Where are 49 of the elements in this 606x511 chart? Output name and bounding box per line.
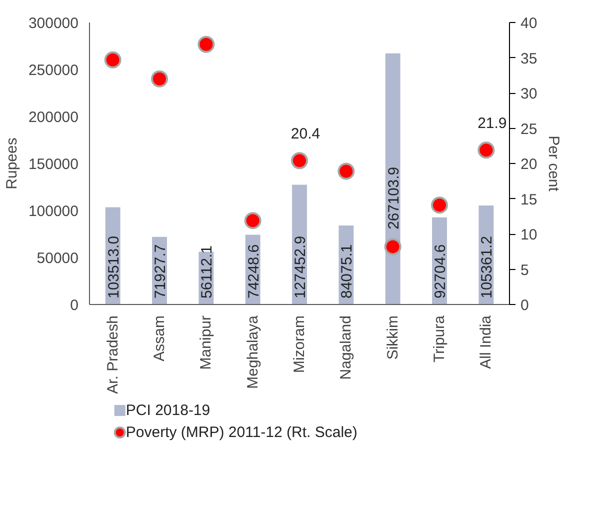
point [104,51,122,68]
data-label: 105361.2 [478,236,496,298]
x-tick-label: Nagaland [338,316,355,380]
y2-tick-label: 15 [520,191,538,208]
data-label: 21.9 [478,115,507,132]
y2-tick-label: 35 [520,50,538,68]
point [384,238,402,256]
y2-tick-label: 40 [520,15,538,32]
data-label: 127452.9 [292,236,309,298]
legend-label: PCI 2018-19 [126,402,210,419]
x-tick-label: Assam [151,316,168,362]
x-tick-label: All India [478,314,495,369]
x-tick-label: Tripura [431,314,448,362]
y-tick-label: 50000 [36,250,79,267]
data-label: 74248.6 [245,244,262,298]
y2-tick-label: 20 [520,156,538,173]
y2-tick-label: 5 [520,262,529,279]
y-tick-label: 150000 [28,156,79,173]
point [198,36,215,53]
y-axis-title: Rupees [3,138,20,190]
data-label: 56112.1 [198,245,216,298]
data-label: 84075.1 [338,244,356,298]
point [338,162,355,180]
data-label: 20.4 [290,126,320,143]
x-tick-label: Sikkim [384,315,402,360]
y2-tick-label: 0 [520,297,529,314]
y-tick-label: 0 [70,297,78,314]
data-label: 103513.0 [105,236,122,298]
y2-axis-title: Per cent [545,136,562,192]
point [291,152,308,170]
data-label: 267103.9 [385,166,402,230]
y-tick-label: 250000 [28,62,79,79]
y-tick-label: 200000 [28,109,79,126]
point [431,196,448,214]
y-tick-label: 300000 [28,15,79,32]
x-tick-label: Manipur [198,315,215,370]
point [151,70,168,88]
x-tick-label: Mizoram [291,315,308,373]
y2-tick-label: 10 [520,226,538,244]
y-tick-label: 100000 [28,203,79,220]
data-label: 92704.6 [432,244,449,298]
legend-label: Poverty (MRP) 2011-12 (Rt. Scale) [126,424,358,441]
point [478,142,495,159]
x-tick-label: Meghalaya [244,314,262,389]
data-label: 71927.7 [152,244,169,298]
point [244,212,262,230]
x-tick-label: Ar. Pradesh [104,315,122,394]
y2-tick-label: 30 [520,86,538,102]
y2-tick-label: 25 [520,120,538,138]
